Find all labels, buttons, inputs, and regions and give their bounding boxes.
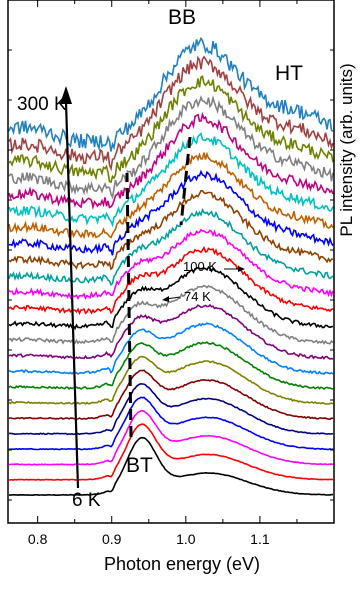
- label-HT: HT: [275, 62, 303, 85]
- spectrum-line: [8, 111, 334, 211]
- spectrum-line: [8, 190, 334, 271]
- arrow-74K-head: [162, 296, 169, 302]
- spectrum-line: [8, 423, 334, 481]
- peak-markers: [125, 136, 192, 438]
- spectrum-line: [8, 228, 334, 301]
- spectrum-line: [8, 75, 334, 184]
- label-BT: BT: [126, 454, 153, 477]
- x-axis: 0.8 0.9 1.0 1.1: [28, 0, 335, 547]
- spectrum-line: [8, 396, 334, 451]
- label-300K: 300 K: [17, 94, 67, 115]
- plot-frame: [7, 0, 335, 524]
- spectrum-line: [8, 265, 334, 331]
- BB-peak-marker: [179, 136, 192, 226]
- spectrum-line: [8, 303, 334, 360]
- spectrum-line: [8, 410, 333, 466]
- spectrum-line: [8, 369, 334, 421]
- spectrum-line: [8, 382, 334, 436]
- plot-border: [7, 0, 335, 524]
- x-axis-label: Photon energy (eV): [104, 554, 260, 574]
- label-BB: BB: [168, 6, 196, 29]
- spectrum-line: [8, 36, 334, 152]
- label-6K: 6 K: [72, 490, 101, 511]
- y-axis-label: PL intensity (arb. units): [337, 63, 356, 236]
- x-tick-label: 0.9: [102, 531, 122, 547]
- temperature-arrow-head: [60, 86, 72, 104]
- spectrum-line: [8, 355, 334, 405]
- spectrum-line: [8, 95, 334, 200]
- label-100K: 100 K: [183, 259, 217, 274]
- spectrum-line: [8, 284, 334, 345]
- spectrum-line: [8, 55, 334, 172]
- spectrum-line: [8, 245, 334, 316]
- spectrum-line: [8, 151, 334, 240]
- x-tick-label: 0.8: [28, 531, 48, 547]
- temperature-arrow: [64, 101, 80, 489]
- BT-peak-marker: [125, 172, 133, 438]
- spectrum-line: [8, 436, 333, 497]
- spectrum-line: [8, 207, 334, 287]
- x-tick-label: 1.1: [250, 531, 270, 547]
- spectrum-line: [8, 341, 334, 391]
- spectrum-line: [8, 132, 334, 228]
- label-74K: 74 K: [184, 289, 211, 304]
- arrow-100K-head: [238, 266, 245, 272]
- x-tick-label: 1.0: [176, 531, 196, 547]
- spectra-curves: [8, 36, 334, 497]
- spectrum-line: [8, 322, 334, 375]
- spectrum-line: [8, 169, 334, 256]
